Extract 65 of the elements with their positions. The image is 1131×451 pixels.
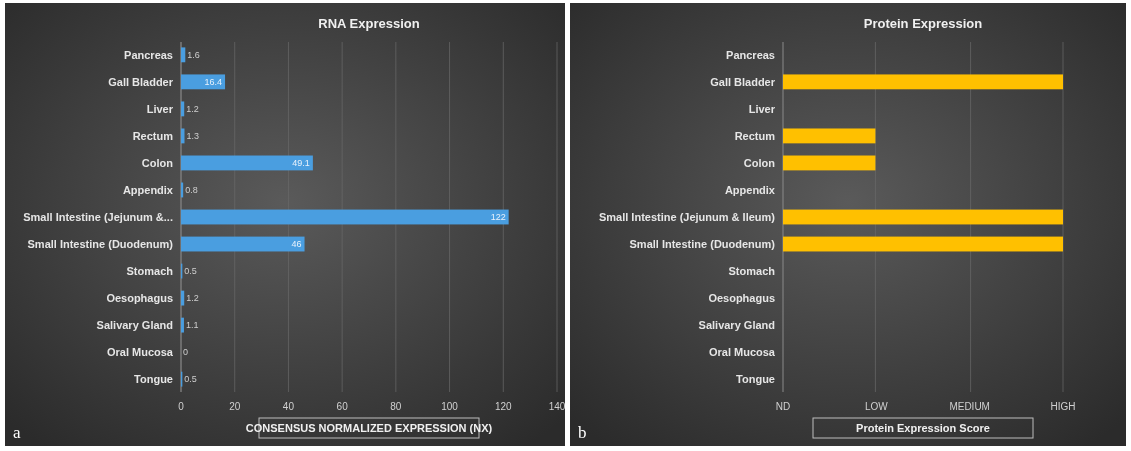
y-tick-label: Colon [141,156,174,169]
y-tick-label: Appendix [122,183,174,196]
y-tick-label: Oral Mucosa [708,345,776,358]
data-label: 0.5 [184,374,197,385]
y-tick-label: Oesophagus [708,291,775,304]
text: b [578,423,587,442]
y-tick-label: Oral Mucosa [106,345,174,358]
y-tick-label: Pancreas [726,48,775,61]
data-label: 1.6 [187,49,200,60]
bar [181,290,185,306]
y-tick-label: Salivary Gland [96,318,173,331]
y-tick-label: Salivary Gland [698,318,775,331]
data-label: 1.2 [186,293,199,304]
y-tick-label: Pancreas [124,48,173,61]
text: HIGH [1050,401,1076,412]
data-label: 122 [490,212,506,223]
chart-title: RNA Expression [318,16,420,31]
chart-title: Protein Expression [863,16,983,31]
y-tick-label: Liver [146,102,174,115]
data-label: 1.2 [186,104,199,115]
bar [181,317,184,333]
data-label: 1.1 [185,320,199,331]
y-tick-label: Oesophagus [106,291,173,304]
data-label: 16.4 [204,77,223,88]
y-tick-label: Rectum [734,129,776,142]
y-tick-label: Stomach [728,264,776,277]
text: ND [775,401,791,412]
bar [181,236,305,252]
x-tick-label: 140 [548,401,566,412]
x-axis-title: CONSENSUS NORMALIZED EXPRESSION (NX) [245,422,493,434]
y-tick-label: Colon [743,156,776,169]
y-tick-label: Stomach [126,264,174,277]
y-tick-label: Tongue [736,373,775,386]
y-tick-label: Rectum [132,129,174,142]
bar [181,47,186,63]
bar [181,209,509,225]
x-axis-title: Protein Expression Score [856,422,990,434]
text: MEDIUM [949,401,990,412]
y-tick-label: Tongue [134,373,173,386]
y-tick-label: Gall Bladder [710,75,776,88]
data-label: 0.5 [184,266,197,277]
bar [181,155,313,171]
x-tick-label: 80 [390,401,402,412]
x-tick-label: 120 [494,401,513,412]
x-tick-label: 0 [178,401,185,412]
data-label: 1.3 [186,131,200,142]
y-tick-label: Small Intestine (Duodenum) [27,237,174,250]
data-label: 49.1 [292,158,310,169]
x-tick-label: 100 [441,401,459,412]
x-tick-label: 60 [336,401,349,412]
data-label: 0 [183,347,189,358]
y-tick-label: Small Intestine (Jejunum &... [23,210,173,223]
text: a [13,423,21,442]
y-tick-label: Liver [748,102,776,115]
bar [181,101,185,117]
text: LOW [864,401,889,412]
y-tick-label: Gall Bladder [108,75,174,88]
y-tick-label: Appendix [724,183,776,196]
data-label: 46 [291,239,302,250]
y-tick-label: Small Intestine (Duodenum) [629,237,776,250]
data-label: 0.8 [185,185,198,196]
bar [181,74,226,90]
x-tick-label: 40 [282,401,295,412]
x-tick-label: 20 [229,401,241,412]
y-tick-label: Small Intestine (Jejunum & Ileum) [598,210,776,223]
